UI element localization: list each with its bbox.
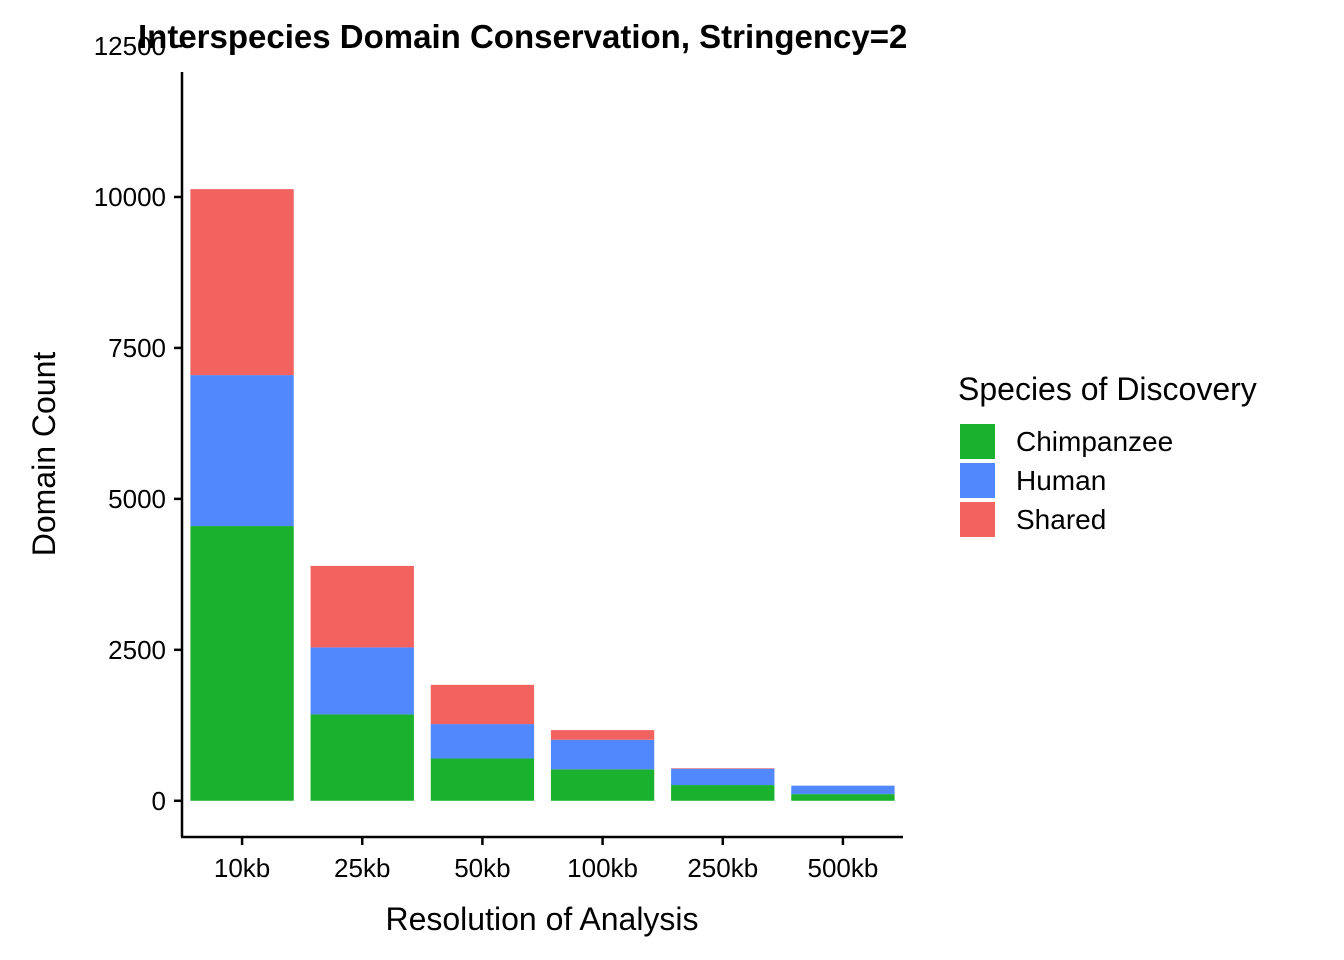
bar-human-25kb bbox=[310, 647, 414, 715]
legend-label-shared: Shared bbox=[1016, 504, 1106, 535]
y-tick-label: 12500 bbox=[94, 31, 166, 61]
chart-title: Interspecies Domain Conservation, String… bbox=[138, 18, 907, 55]
y-tick-label: 10000 bbox=[94, 182, 166, 212]
y-tick-label: 5000 bbox=[108, 484, 166, 514]
bar-human-100kb bbox=[550, 739, 655, 770]
bar-chimpanzee-50kb bbox=[430, 758, 535, 801]
legend-swatch-chimpanzee bbox=[960, 424, 995, 459]
bar-shared-50kb bbox=[430, 684, 535, 725]
y-tick-label: 7500 bbox=[108, 333, 166, 363]
legend-title: Species of Discovery bbox=[958, 371, 1257, 407]
y-ticks-group: 0 2500 5000 7500 10000 12500 bbox=[94, 31, 182, 816]
bar-shared-25kb bbox=[310, 565, 414, 648]
bar-chimpanzee-500kb bbox=[791, 794, 895, 801]
x-ticks-group: 10kb 25kb 50kb 100kb 250kb 500kb bbox=[214, 837, 878, 883]
bar-shared-250kb bbox=[671, 768, 775, 769]
bar-human-10kb bbox=[190, 375, 294, 527]
legend-label-chimpanzee: Chimpanzee bbox=[1016, 426, 1173, 457]
x-tick-label: 10kb bbox=[214, 853, 270, 883]
x-tick-label: 250kb bbox=[687, 853, 758, 883]
bar-chimpanzee-10kb bbox=[190, 526, 294, 801]
x-tick-label: 100kb bbox=[567, 853, 638, 883]
bar-human-250kb bbox=[671, 768, 775, 786]
bars-group bbox=[190, 189, 895, 801]
bar-human-50kb bbox=[430, 724, 535, 759]
legend-items: Chimpanzee Human Shared bbox=[960, 424, 1173, 537]
bar-chimpanzee-100kb bbox=[550, 769, 655, 801]
bar-shared-10kb bbox=[190, 189, 294, 376]
bar-shared-100kb bbox=[550, 730, 655, 740]
bar-human-500kb bbox=[791, 785, 895, 795]
legend: Species of Discovery Chimpanzee Human Shar… bbox=[958, 371, 1257, 537]
y-tick-label: 0 bbox=[152, 786, 166, 816]
x-tick-label: 25kb bbox=[334, 853, 390, 883]
bar-chimpanzee-25kb bbox=[310, 714, 414, 801]
y-tick-label: 2500 bbox=[108, 635, 166, 665]
bar-chimpanzee-250kb bbox=[671, 785, 775, 801]
legend-label-human: Human bbox=[1016, 465, 1106, 496]
x-axis-title: Resolution of Analysis bbox=[385, 901, 698, 937]
axes-group bbox=[180, 72, 903, 839]
x-tick-label: 500kb bbox=[807, 853, 878, 883]
x-tick-label: 50kb bbox=[454, 853, 510, 883]
y-axis-title: Domain Count bbox=[26, 352, 62, 557]
legend-swatch-human bbox=[960, 463, 995, 498]
legend-swatch-shared bbox=[960, 502, 995, 537]
